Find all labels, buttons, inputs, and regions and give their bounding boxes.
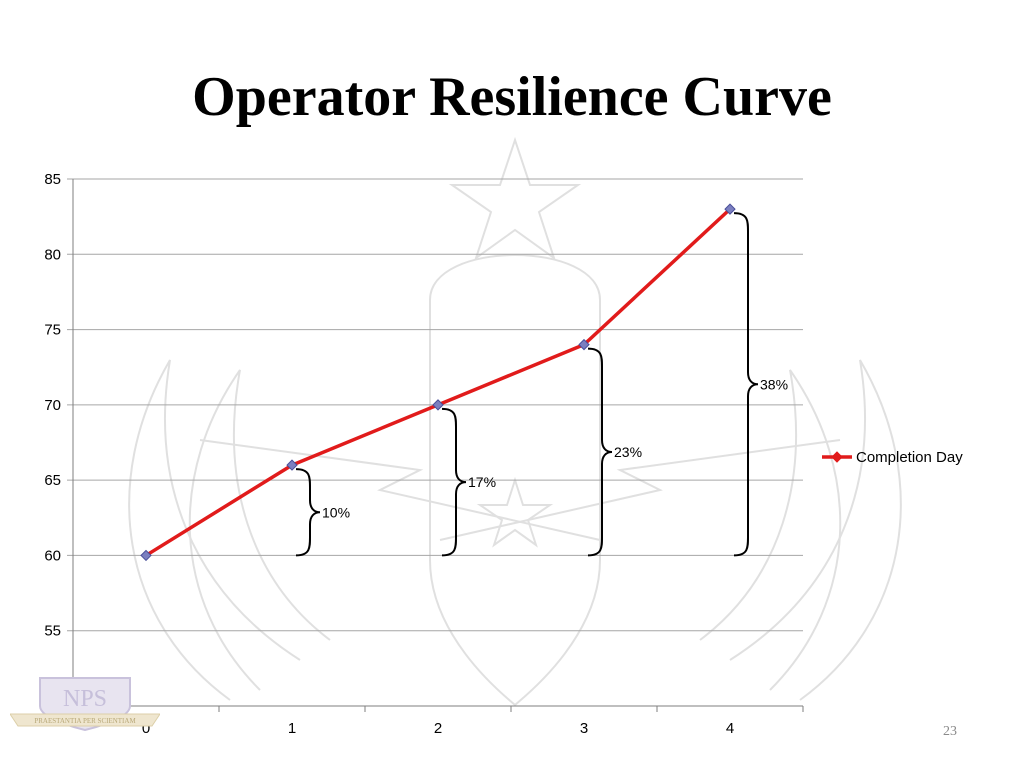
annotation-brace — [295, 468, 321, 557]
y-tick-label: 75 — [44, 322, 61, 339]
annotation-label: 23% — [614, 444, 642, 460]
annotation-brace — [733, 212, 759, 557]
annotation-layer: 10% 17% 23% 38% — [295, 212, 788, 557]
grid-layer — [67, 178, 803, 707]
y-tick-label: 85 — [44, 171, 61, 188]
legend: Completion Day — [822, 449, 963, 466]
logo-text: NPS — [63, 686, 107, 712]
legend-swatch-marker — [831, 451, 843, 463]
data-point — [286, 459, 298, 471]
data-point — [140, 549, 152, 562]
annotation-brace — [587, 347, 613, 557]
y-tick-label: 55 — [44, 623, 61, 640]
y-tick-label: 65 — [44, 472, 61, 489]
nps-logo-icon: NPS PRAESTANTIA PER SCIENTIAM — [10, 677, 160, 732]
series-line-completion-day — [145, 207, 732, 557]
x-tick-label: 3 — [580, 720, 588, 737]
x-tick-label: 4 — [726, 720, 734, 737]
data-point — [578, 338, 590, 351]
annotation-label: 38% — [760, 376, 788, 392]
axis-layer: 505560657075808501234 — [44, 171, 804, 737]
data-point — [432, 399, 444, 411]
annotation-label: 10% — [322, 504, 350, 520]
y-tick-label: 80 — [44, 246, 61, 263]
y-tick-label: 60 — [44, 547, 61, 564]
slide-title: Operator Resilience Curve — [192, 66, 832, 128]
x-tick-label: 1 — [288, 720, 296, 737]
data-point — [724, 203, 736, 215]
y-tick-label: 70 — [44, 397, 61, 414]
legend-label: Completion Day — [856, 449, 963, 466]
x-tick-label: 0 — [142, 720, 150, 737]
page-number: 23 — [943, 724, 957, 739]
logo-motto: PRAESTANTIA PER SCIENTIAM — [34, 717, 136, 725]
series-layer — [140, 203, 736, 562]
annotation-brace — [441, 407, 467, 557]
x-tick-label: 2 — [434, 720, 442, 737]
annotation-label: 17% — [468, 474, 496, 490]
